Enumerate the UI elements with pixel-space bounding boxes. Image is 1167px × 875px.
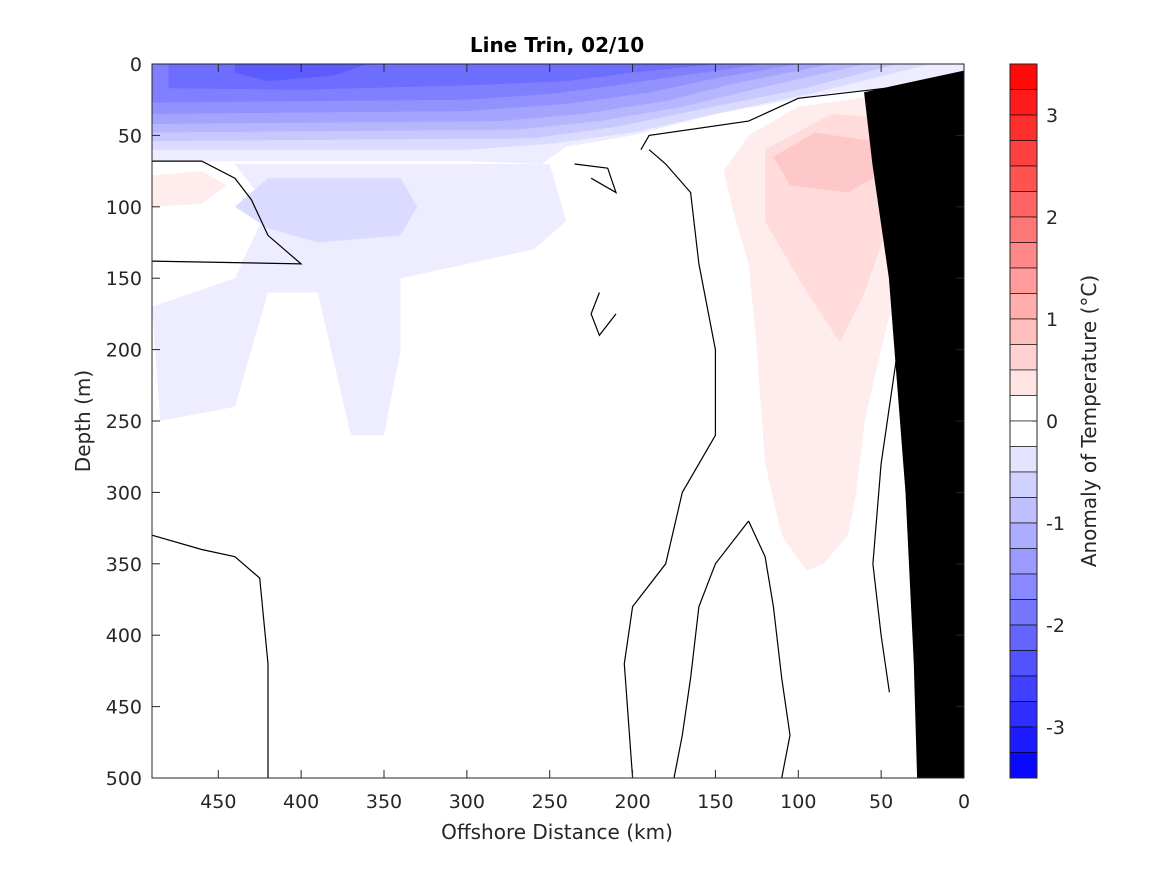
- colorbar-swatch-16: [1009, 446, 1038, 473]
- x-tick-label-0: 0: [958, 791, 970, 813]
- colorbar-swatch-9: [1009, 267, 1038, 294]
- colorbar: 3 2 1 0 -1 -2 -3: [1009, 63, 1065, 779]
- y-tick-label-0: 0: [130, 54, 142, 76]
- colorbar-swatch-26: [1009, 701, 1038, 728]
- colorbar-swatch-24: [1009, 650, 1038, 677]
- x-axis-title: Offshore Distance (km): [441, 820, 673, 844]
- y-tick-label-400: 400: [106, 625, 142, 647]
- contour-region-warm-offshore: [152, 171, 227, 207]
- colorbar-swatch-18: [1009, 497, 1038, 524]
- colorbar-swatch-4: [1009, 140, 1038, 167]
- colorbar-swatch-10: [1009, 293, 1038, 320]
- contour-region-warm-core-3: [773, 132, 882, 193]
- anomaly-contour-fills: [152, 64, 964, 571]
- colorbar-swatch-23: [1009, 624, 1038, 651]
- colorbar-swatch-19: [1009, 522, 1038, 549]
- y-tick-label-350: 350: [106, 554, 142, 576]
- y-tick-label-250: 250: [106, 411, 142, 433]
- colorbar-swatch-25: [1009, 675, 1038, 702]
- colorbar-swatch-14: [1009, 395, 1038, 422]
- y-tick-label-150: 150: [106, 268, 142, 290]
- y-axis: 0 50 100 150 200 250 300 350 400 450 500: [106, 54, 964, 790]
- colorbar-swatch-11: [1009, 318, 1038, 345]
- colorbar-swatch-2: [1009, 89, 1038, 116]
- colorbar-swatch-28: [1009, 752, 1038, 779]
- zero-contour-4: [623, 149, 717, 779]
- colorbar-tick-label--3: -3: [1046, 717, 1065, 739]
- colorbar-swatch-6: [1009, 191, 1038, 218]
- zero-contour-8: [151, 534, 269, 778]
- x-tick-label-50: 50: [869, 791, 893, 813]
- colorbar-tick-label--1: -1: [1046, 513, 1065, 535]
- colorbar-swatch-1: [1009, 63, 1038, 90]
- colorbar-tick-label-3: 3: [1046, 105, 1058, 127]
- y-tick-label-100: 100: [106, 197, 142, 219]
- x-axis: 450 400 350 300 250 200 150 100 50 0: [200, 64, 970, 813]
- y-tick-label-50: 50: [118, 125, 142, 147]
- contour-region-cold-layer-8: [234, 64, 368, 82]
- x-tick-label-200: 200: [614, 791, 650, 813]
- colorbar-tick-label--2: -2: [1046, 615, 1065, 637]
- x-tick-label-100: 100: [780, 791, 816, 813]
- colorbar-swatch-13: [1009, 369, 1038, 396]
- plot-area: [151, 63, 965, 779]
- zero-contour-lines: [151, 80, 965, 779]
- colorbar-tick-label-0: 0: [1046, 411, 1058, 433]
- colorbar-swatch-22: [1009, 599, 1038, 626]
- colorbar-swatch-8: [1009, 242, 1038, 269]
- contour-region-cold-tongue-deep: [152, 164, 567, 436]
- zero-contour-2: [574, 163, 618, 194]
- x-tick-label-250: 250: [532, 791, 568, 813]
- colorbar-swatch-7: [1009, 216, 1038, 243]
- x-tick-label-350: 350: [366, 791, 402, 813]
- colorbar-swatch-21: [1009, 573, 1038, 600]
- zero-contour-7: [673, 520, 750, 779]
- colorbar-swatch-15: [1009, 420, 1038, 447]
- colorbar-swatch-17: [1009, 471, 1038, 498]
- zero-contour-1: [151, 160, 303, 265]
- y-tick-label-450: 450: [106, 697, 142, 719]
- zero-contour-6: [748, 520, 791, 779]
- zero-contour-3: [590, 292, 617, 337]
- y-tick-label-300: 300: [106, 482, 142, 504]
- y-axis-title: Depth (m): [71, 370, 95, 472]
- y-tick-label-500: 500: [106, 768, 142, 790]
- x-tick-label-450: 450: [200, 791, 236, 813]
- chart-title: Line Trin, 02/10: [470, 33, 644, 57]
- y-tick-label-200: 200: [106, 340, 142, 362]
- colorbar-title: Anomaly of Temperature (°C): [1077, 275, 1101, 567]
- x-tick-label-400: 400: [283, 791, 319, 813]
- x-tick-label-150: 150: [697, 791, 733, 813]
- colorbar-swatch-3: [1009, 114, 1038, 141]
- colorbar-swatch-20: [1009, 548, 1038, 575]
- colorbar-swatch-27: [1009, 726, 1038, 753]
- contour-region-cold-lens: [234, 178, 418, 243]
- colorbar-tick-label-2: 2: [1046, 207, 1058, 229]
- colorbar-swatch-12: [1009, 344, 1038, 371]
- colorbar-swatch-5: [1009, 165, 1038, 192]
- colorbar-tick-label-1: 1: [1046, 309, 1058, 331]
- x-tick-label-300: 300: [449, 791, 485, 813]
